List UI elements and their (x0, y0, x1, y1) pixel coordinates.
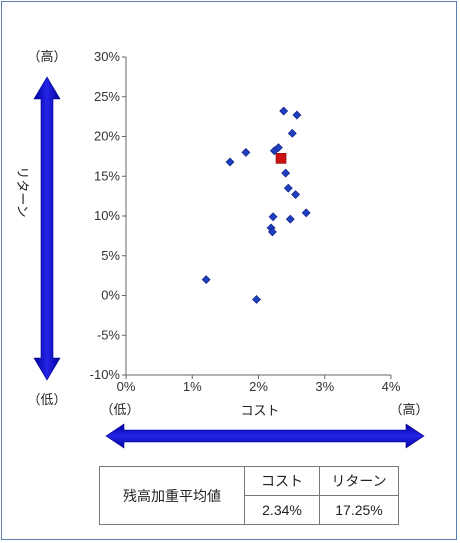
data-point-diamond (291, 190, 301, 199)
y-tick-label: 25% (94, 89, 120, 104)
x-low-label: （低） (100, 402, 139, 417)
data-point-weighted-average (275, 153, 287, 164)
data-point-diamond (292, 110, 302, 120)
data-point-diamond (273, 143, 283, 153)
data-point-diamond (281, 168, 291, 178)
x-tick-label: 4% (382, 379, 401, 394)
summary-header-return: リターン (319, 466, 399, 496)
x-high-label: （高） (389, 402, 428, 417)
data-point-diamond (279, 106, 289, 116)
y-tick-label: 10% (94, 208, 120, 223)
summary-header-cost: コスト (244, 466, 320, 496)
scatter-chart: （高） （低） （低） （高） リターン コスト -10% -5% 0% 5% 10% 1… (15, 49, 429, 449)
summary-table: 残高加重平均値 コスト リターン 2.34% 17.25% (99, 466, 399, 525)
y-high-label: （高） (27, 49, 66, 64)
summary-value-return: 17.25% (319, 495, 399, 525)
plot-area: -10% -5% 0% 5% 10% 15% 20% 25% 30% 0% 1% 2% 3% 4% (90, 49, 401, 394)
x-tick-label: 1% (183, 379, 202, 394)
x-tick-label: 2% (249, 379, 268, 394)
y-tick-label: 15% (94, 168, 120, 183)
data-point-diamond (267, 227, 277, 237)
summary-row-label: 残高加重平均値 (99, 466, 245, 525)
data-point-diamond (252, 295, 261, 304)
y-tick-label: 0% (101, 288, 120, 303)
vertical-double-arrow (33, 76, 61, 381)
y-low-label: （低） (27, 392, 66, 407)
y-tick-label: -10% (90, 367, 121, 382)
data-point-diamond (301, 208, 311, 218)
y-tick-label: 5% (101, 248, 120, 263)
data-point-diamond (283, 183, 293, 193)
data-point-diamond (285, 214, 295, 224)
x-tick-label: 0% (117, 379, 136, 394)
horizontal-double-arrow (105, 423, 425, 449)
x-axis-title: コスト (240, 403, 279, 418)
data-point-diamond (268, 212, 278, 222)
x-tick-label: 3% (315, 379, 334, 394)
data-point-diamond (241, 147, 251, 157)
y-tick-label: 20% (94, 129, 120, 144)
data-point-diamond (287, 128, 297, 138)
y-tick-label: -5% (97, 327, 121, 342)
data-point-diamond (201, 275, 211, 285)
y-axis-title: リターン (15, 166, 30, 217)
y-tick-label: 30% (94, 49, 120, 64)
summary-value-cost: 2.34% (244, 495, 320, 525)
data-point-diamond (225, 157, 235, 167)
